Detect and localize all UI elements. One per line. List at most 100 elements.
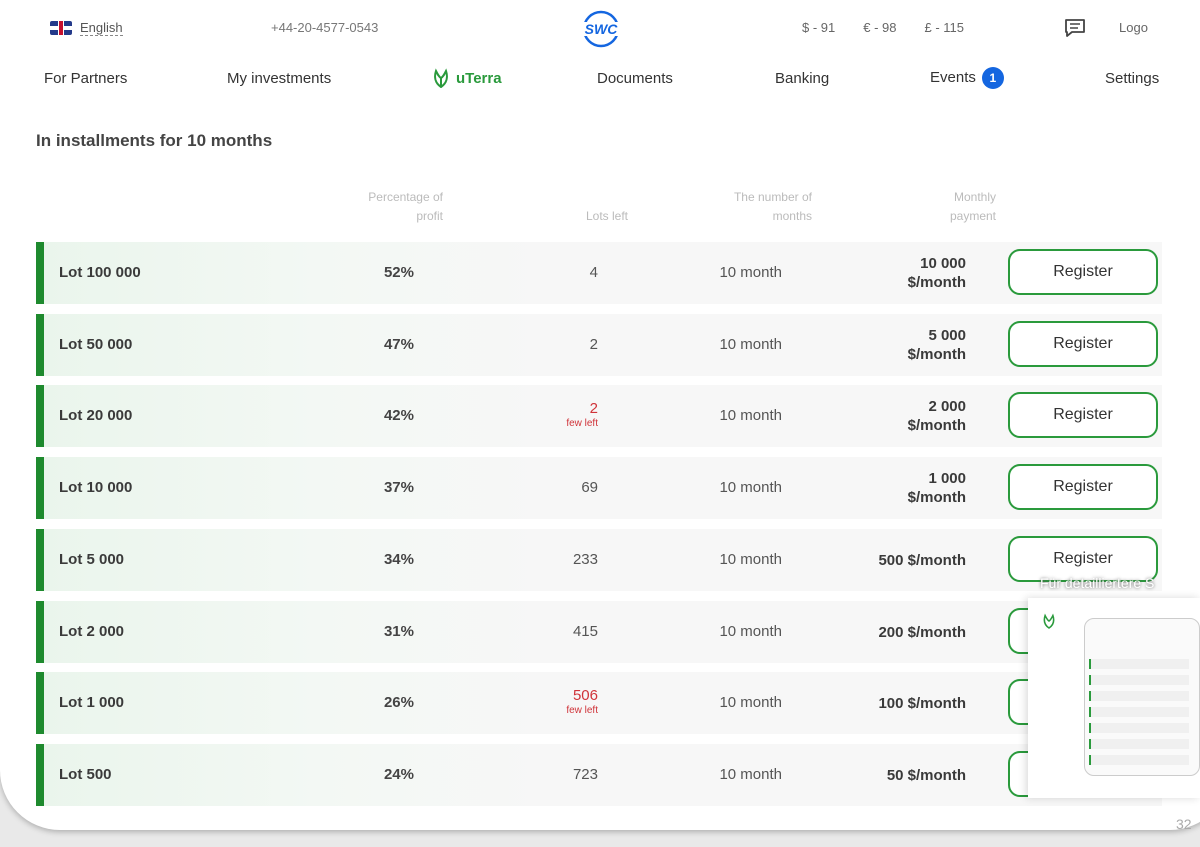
lots-left: 723	[573, 766, 598, 783]
nav-for-partners[interactable]: For Partners	[44, 70, 128, 87]
language-label: English	[80, 20, 123, 36]
nav-settings[interactable]: Settings	[1105, 70, 1160, 87]
monthly-payment: 500 $/month	[878, 551, 966, 570]
months-count: 10 month	[719, 407, 782, 424]
lots-left-value: 2	[589, 336, 598, 353]
register-button[interactable]: Register	[1008, 536, 1158, 582]
thumbnail-leaf-icon	[1043, 613, 1055, 629]
register-button[interactable]: Register	[1008, 321, 1158, 367]
main-nav: For Partners My investments uTerra Docum…	[0, 60, 1200, 100]
months-count: 10 month	[719, 623, 782, 640]
phone-number[interactable]: +44-20-4577-0543	[271, 20, 379, 35]
lot-name: Lot 1 000	[59, 694, 125, 711]
swc-logo[interactable]: SWC	[580, 9, 622, 49]
uterra-leaf-icon	[434, 68, 448, 88]
header-profit: Percentage of profit	[368, 190, 443, 223]
lot-name: Lot 100 000	[59, 264, 141, 281]
table-row: Lot 100 000 52% 4 10 month 10 000 $/month Regi…	[36, 242, 1162, 304]
top-bar: English +44-20-4577-0543 SWC $ - 91 € - …	[0, 0, 1200, 56]
profit-percentage: 34%	[383, 551, 414, 568]
months-count: 10 month	[719, 766, 782, 783]
monthly-payment-line: 1 000	[928, 470, 966, 487]
register-button[interactable]: Register	[1008, 392, 1158, 438]
lots-left-value: 723	[572, 766, 598, 783]
lot-name: Lot 500	[59, 766, 112, 783]
header-lots-left: Lots left	[585, 209, 628, 223]
lots-left: 415	[573, 623, 598, 640]
profit-percentage: 37%	[383, 479, 414, 496]
video-timer: 32	[1176, 816, 1192, 832]
monthly-payment: 5 000 $/month	[908, 326, 966, 364]
header-months: The number of months	[733, 190, 812, 223]
lots-left-value: 69	[581, 479, 598, 496]
events-badge: 1	[981, 67, 1004, 89]
header-payment: Monthly payment	[949, 190, 996, 223]
nav-my-investments[interactable]: My investments	[227, 70, 332, 87]
register-button[interactable]: Register	[1008, 249, 1158, 295]
currency-rates: $ - 91 € - 98 £ - 115	[802, 20, 964, 35]
monthly-payment: 10 000 $/month	[908, 254, 966, 292]
monthly-payment: 50 $/month	[887, 766, 966, 785]
overlay-caption: Für detailliertere S	[1040, 575, 1155, 591]
lots-left: 4	[590, 264, 598, 281]
lots-left-value: 233	[572, 551, 598, 568]
profit-percentage: 52%	[383, 264, 414, 281]
monthly-payment: 200 $/month	[878, 623, 966, 642]
video-thumbnail-overlay[interactable]	[1028, 598, 1200, 798]
nav-events[interactable]: Events 1	[930, 67, 1004, 89]
uk-flag-icon	[50, 21, 72, 35]
monthly-payment-line: 10 000	[920, 255, 966, 272]
months-count: 10 month	[719, 694, 782, 711]
lot-name: Lot 50 000	[59, 336, 133, 353]
lots-left: 2 few left	[566, 400, 598, 429]
monthly-payment-line: 500 $/month	[878, 552, 966, 569]
months-count: 10 month	[719, 264, 782, 281]
logo-text: SWC	[585, 21, 619, 37]
rate-eur: € - 98	[863, 20, 897, 35]
monthly-payment-line: $/month	[907, 489, 966, 506]
logout-link[interactable]: Logo	[1119, 20, 1148, 35]
swc-logo-icon: SWC	[581, 10, 621, 48]
months-count: 10 month	[719, 479, 782, 496]
language-selector[interactable]: English	[50, 20, 123, 36]
rate-gbp: £ - 115	[924, 20, 965, 35]
app-window: English +44-20-4577-0543 SWC $ - 91 € - …	[0, 0, 1200, 830]
few-left-label: few left	[566, 705, 598, 716]
lots-left-value: 2	[589, 400, 598, 417]
months-count: 10 month	[719, 551, 782, 568]
table-row: Lot 20 000 42% 2 few left 10 month 2 000 $/mon…	[36, 385, 1162, 447]
nav-uterra-label: uTerra	[456, 69, 502, 87]
nav-events-label: Events	[930, 68, 976, 86]
page-title: In installments for 10 months	[36, 131, 273, 150]
monthly-payment-line: 50 $/month	[886, 767, 966, 784]
monthly-payment-line: $/month	[907, 346, 966, 363]
lots-left: 506 few left	[566, 687, 598, 716]
monthly-payment: 100 $/month	[878, 694, 966, 713]
register-button[interactable]: Register	[1008, 464, 1158, 510]
profit-percentage: 42%	[383, 407, 414, 424]
table-row: Lot 1 000 26% 506 few left 10 month 100 $/mon…	[36, 672, 1162, 734]
lots-left-value: 415	[572, 623, 598, 640]
profit-percentage: 26%	[383, 694, 414, 711]
chat-icon[interactable]	[1064, 18, 1086, 38]
lots-left: 233	[573, 551, 598, 568]
table-row: Lot 50 000 47% 2 10 month 5 000 $/month Regist…	[36, 314, 1162, 376]
table-row: Lot 10 000 37% 69 10 month 1 000 $/month Regis…	[36, 457, 1162, 519]
lot-name: Lot 10 000	[59, 479, 133, 496]
nav-banking[interactable]: Banking	[775, 70, 830, 87]
monthly-payment-line: 100 $/month	[878, 695, 966, 712]
nav-uterra[interactable]: uTerra	[432, 68, 502, 88]
nav-documents[interactable]: Documents	[597, 70, 673, 87]
lots-left: 69	[581, 479, 598, 496]
lot-name: Lot 5 000	[59, 551, 125, 568]
monthly-payment-line: 5 000	[928, 327, 966, 344]
few-left-label: few left	[566, 418, 598, 429]
monthly-payment-line: $/month	[907, 417, 966, 434]
monthly-payment: 2 000 $/month	[908, 397, 966, 435]
table-row: Lot 5 000 34% 233 10 month 500 $/month Regist…	[36, 529, 1162, 591]
rate-usd: $ - 91	[802, 20, 836, 35]
thumbnail-preview	[1084, 618, 1200, 776]
monthly-payment: 1 000 $/month	[908, 469, 966, 507]
profit-percentage: 24%	[383, 766, 414, 783]
